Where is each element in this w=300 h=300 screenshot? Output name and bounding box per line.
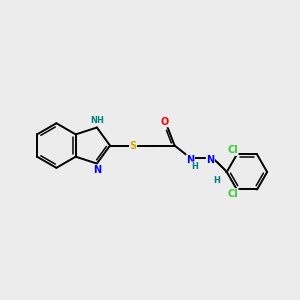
Text: N: N (93, 165, 101, 175)
Text: NH: NH (91, 116, 104, 125)
Text: Cl: Cl (227, 146, 238, 155)
Text: O: O (160, 117, 169, 127)
Text: S: S (130, 140, 137, 151)
Text: N: N (206, 155, 214, 165)
Text: H: H (191, 162, 198, 171)
Text: Cl: Cl (227, 189, 238, 199)
Text: N: N (186, 155, 194, 165)
Text: H: H (214, 176, 220, 184)
